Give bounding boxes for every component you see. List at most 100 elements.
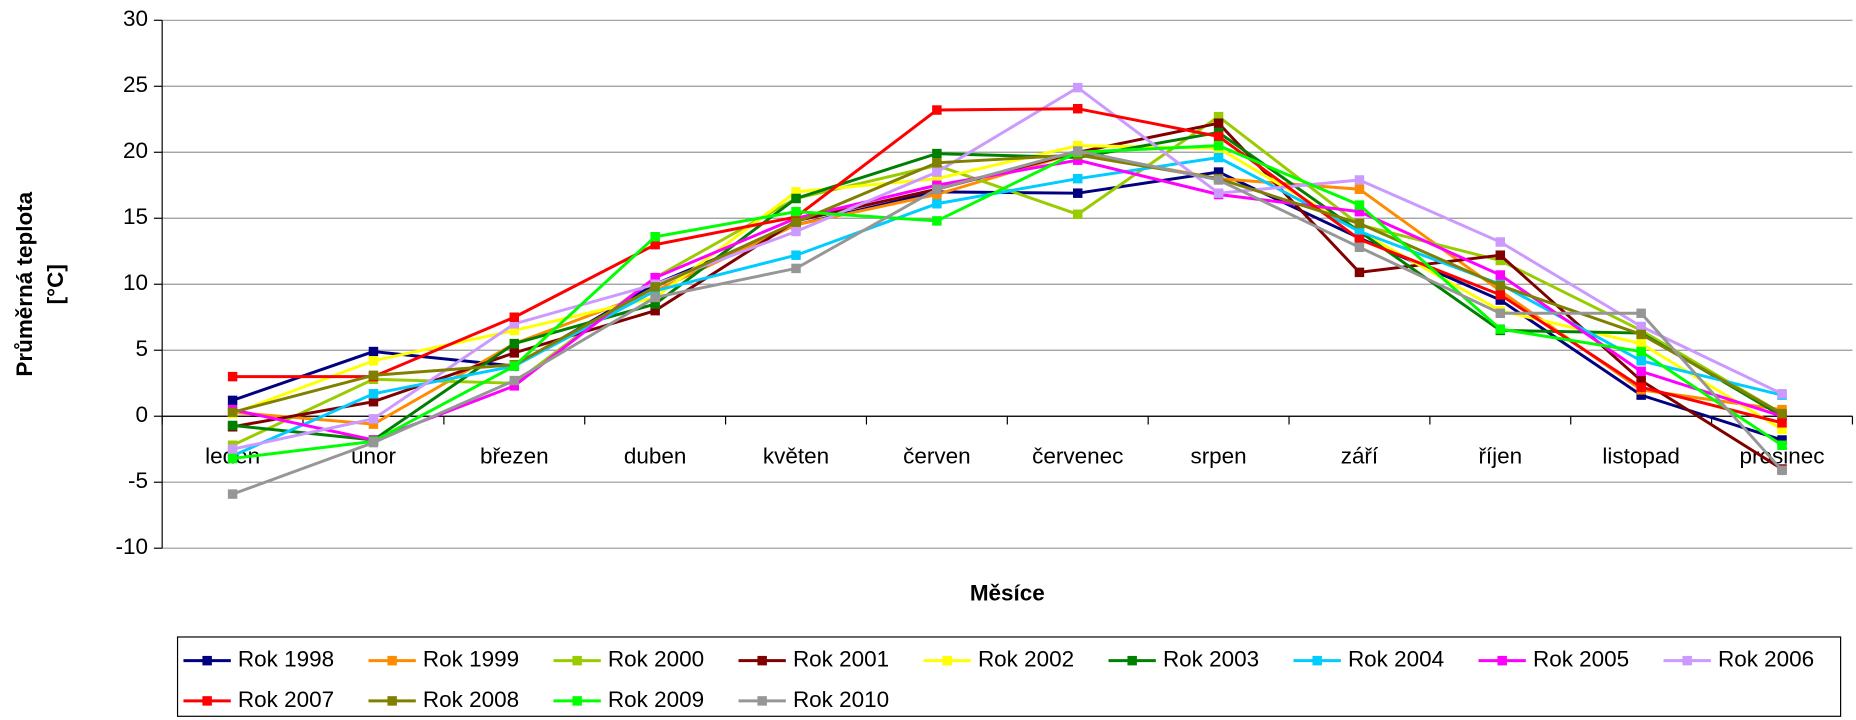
marker [1636,366,1646,377]
y-tick-label: 0 [135,402,148,427]
marker [1495,324,1506,334]
marker [791,212,801,222]
legend-marker [387,696,397,706]
marker [1354,206,1365,217]
legend-label: Rok 2001 [793,647,889,672]
marker [1354,175,1365,185]
y-tick-label: -10 [115,534,147,559]
x-tick-label: červenec [1032,444,1123,469]
marker [1073,103,1083,114]
marker [1213,152,1224,163]
marker [1636,356,1646,366]
series-line [232,144,1783,460]
marker [932,173,942,184]
legend-marker [572,655,582,666]
marker [1073,140,1083,151]
marker [368,419,379,429]
marker [1213,188,1224,198]
marker [1213,175,1224,185]
marker [1777,408,1787,419]
marker [1495,280,1506,291]
marker [509,381,520,391]
marker [509,319,520,329]
marker [791,217,801,227]
marker [1495,250,1506,260]
marker [1073,173,1083,184]
marker [1213,131,1224,142]
marker [1354,226,1365,237]
marker [1636,375,1646,386]
marker [791,206,801,217]
x-tick-label: duben [624,444,686,469]
legend-label: Rok 2009 [608,687,704,712]
series-line [232,107,1783,425]
marker [1073,155,1083,165]
marker [227,489,238,499]
legend-marker [1682,655,1692,666]
marker [650,299,660,309]
marker [791,193,801,204]
marker [650,239,660,250]
marker [227,444,238,454]
series-line [231,156,1783,458]
marker [932,148,942,159]
marker [1495,270,1506,280]
legend-marker [1312,655,1322,666]
series-line [232,130,1783,442]
series-line [232,85,1783,451]
x-tick-label: červen [903,444,970,469]
marker [368,414,379,424]
marker [1495,255,1506,266]
legend-box [176,636,1842,717]
legend-label: Rok 2003 [1163,647,1259,672]
marker [1073,209,1083,220]
marker [932,167,942,177]
marker [1636,308,1646,319]
marker [1636,321,1646,332]
marker [1213,140,1224,151]
marker [1495,295,1506,305]
marker [1354,234,1365,245]
marker [791,263,801,274]
x-tick-label: květen [763,444,829,469]
marker [1777,435,1787,445]
marker [1495,308,1506,319]
x-tick-label: listopad [1602,444,1679,469]
marker [1354,200,1365,210]
legend-marker [1497,655,1507,666]
marker [1636,382,1646,392]
marker [1354,184,1365,194]
marker [509,325,520,336]
marker [509,375,520,386]
marker [650,292,660,303]
x-axis-title: Měsíce [970,580,1045,605]
marker [368,389,379,399]
legend-label: Rok 1998 [238,647,334,672]
marker [932,199,942,209]
marker [1636,329,1646,340]
y-tick-label: 30 [123,6,148,31]
marker [368,356,379,366]
marker [368,437,379,448]
y-tick-label: 20 [123,138,148,163]
y-tick-label: 25 [123,72,148,97]
marker [227,395,238,406]
marker [1213,118,1224,128]
legend-label: Rok 2000 [608,647,704,672]
marker [368,396,379,407]
marker [1073,146,1083,156]
marker [1354,242,1365,253]
legend-marker [202,696,212,706]
y-tick-label: 10 [123,270,148,295]
legend-label: Rok 2007 [238,687,334,712]
marker [1636,346,1646,357]
series-line [232,144,1783,431]
series-line [232,153,1783,415]
legend-label: Rok 2010 [793,687,889,712]
x-tick-label: září [1341,444,1379,469]
marker [368,346,379,357]
marker [227,407,238,417]
marker [1636,338,1646,349]
marker [791,250,801,260]
